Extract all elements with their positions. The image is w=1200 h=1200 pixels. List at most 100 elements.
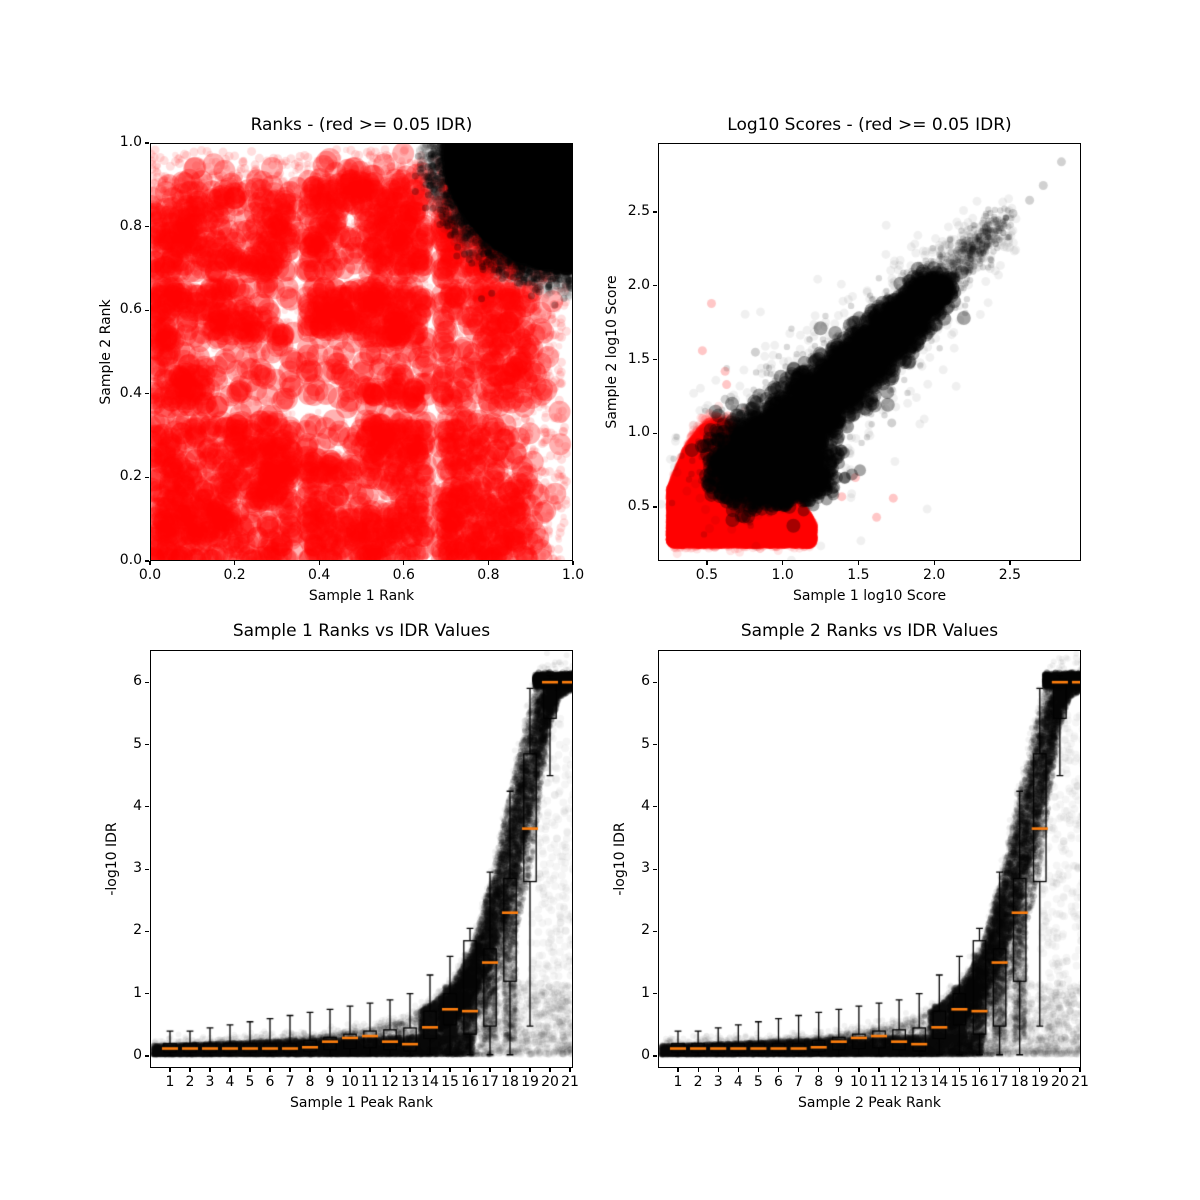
ranks-x-tick-label: 1.0: [561, 567, 585, 583]
sample2_rank_vs_idr-x-tick: [1079, 1068, 1081, 1072]
sample1_rank_vs_idr-x-tick-label: 6: [265, 1074, 275, 1090]
sample2_rank_vs_idr-x-tick-label: 5: [753, 1074, 763, 1090]
ranks-x-tick-label: 0.8: [477, 567, 500, 583]
sample1_rank_vs_idr-x-tick-label: 15: [441, 1074, 459, 1090]
sample2_rank_vs_idr-x-tick-label: 1: [673, 1074, 683, 1090]
sample2_rank_vs_idr-x-tick-label: 8: [814, 1074, 824, 1090]
sample1_rank_vs_idr-x-tick-label: 10: [341, 1074, 359, 1090]
sample1_rank_vs_idr-x-tick: [489, 1068, 491, 1072]
sample1_rank_vs_idr-x-tick-label: 16: [461, 1074, 479, 1090]
sample2_rank_vs_idr-y-tick-label: 0: [641, 1047, 650, 1063]
log10-scores-xaxis-label: Sample 1 log10 Score: [792, 588, 947, 604]
log10_scores-y-tick: [653, 432, 657, 434]
ranks-x-tick-label: 0.2: [223, 567, 246, 583]
sample2_rank_vs_idr-y-tick: [653, 868, 657, 870]
log10_scores-y-tick-label: 2.5: [627, 203, 650, 219]
ranks-y-tick: [145, 226, 149, 228]
log10_scores-x-tick-label: 0.5: [695, 567, 719, 583]
sample2_rank_vs_idr-x-tick-label: 15: [950, 1074, 969, 1090]
sample1_rank_vs_idr-x-tick-label: 11: [361, 1074, 379, 1090]
log10_scores-x-tick: [706, 561, 708, 565]
sample1_rank_vs_idr-x-tick: [209, 1068, 211, 1072]
sample1_rank_vs_idr-y-tick: [145, 743, 149, 746]
ranks-y-tick-label: 0.6: [119, 301, 142, 318]
sample2_rank_vs_idr-x-tick-label: 11: [870, 1074, 888, 1090]
sample1_rank_vs_idr-x-tick: [189, 1068, 191, 1072]
log10-scores-scatter-canvas: [658, 143, 1081, 561]
sample1_rank_vs_idr-x-tick: [309, 1068, 311, 1072]
sample2_rank_vs_idr-x-tick-label: 14: [930, 1074, 949, 1090]
sample2_rank_vs_idr-x-tick-label: 19: [1030, 1074, 1049, 1090]
log10_scores-y-tick-label: 0.5: [627, 498, 650, 514]
sample2_rank_vs_idr-x-tick: [999, 1068, 1001, 1072]
sample1_rank_vs_idr-x-tick-label: 3: [205, 1074, 215, 1090]
sample1_rank_vs_idr-x-tick: [269, 1068, 271, 1072]
log10_scores-y-tick-label: 1.5: [627, 350, 650, 367]
ranks-y-tick-label: 0.4: [119, 384, 142, 401]
log10_scores-y-tick-label: 2.0: [627, 276, 650, 293]
sample1_rank_vs_idr-y-tick: [145, 681, 149, 683]
ranks-y-tick: [145, 142, 149, 144]
sample2_rank_vs_idr-x-tick: [1019, 1068, 1021, 1072]
sample1_rank_vs_idr-x-tick-label: 7: [285, 1074, 295, 1090]
sample1_rank_vs_idr-x-tick-label: 17: [481, 1074, 499, 1090]
sample1_rank_vs_idr-x-tick: [329, 1068, 331, 1072]
sample2_rank_vs_idr-x-tick-label: 18: [1010, 1074, 1029, 1090]
ranks-y-tick: [145, 476, 149, 479]
sample1-rank-idr-xaxis-label: Sample 1 Peak Rank: [290, 1095, 433, 1111]
sample1_rank_vs_idr-x-tick: [229, 1068, 231, 1072]
sample1_rank_vs_idr-x-tick: [569, 1068, 571, 1072]
sample1_rank_vs_idr-y-tick-label: 1: [133, 984, 142, 1001]
log10_scores-y-tick: [653, 285, 657, 287]
ranks-x-tick: [487, 561, 490, 565]
ranks-x-tick-label: 0.4: [308, 567, 331, 583]
sample2_rank_vs_idr-x-tick: [697, 1068, 699, 1072]
sample1_rank_vs_idr-x-tick-label: 2: [185, 1074, 195, 1090]
sample1_rank_vs_idr-y-tick: [145, 930, 149, 933]
sample2_rank_vs_idr-x-tick-label: 3: [713, 1074, 723, 1090]
log10-scores-title: Log10 Scores - (red >= 0.05 IDR): [727, 115, 1012, 135]
sample1-rank-idr-canvas: [150, 650, 573, 1068]
ranks-y-tick: [145, 393, 149, 395]
log10_scores-y-tick: [653, 358, 657, 361]
sample1_rank_vs_idr-x-tick: [289, 1068, 291, 1072]
ranks-y-tick: [145, 560, 149, 562]
sample2_rank_vs_idr-x-tick: [978, 1068, 981, 1072]
sample2-rank-idr-title: Sample 2 Ranks vs IDR Values: [740, 621, 999, 641]
ranks-scatter-canvas: [150, 143, 573, 561]
sample2_rank_vs_idr-y-tick-label: 5: [641, 735, 650, 752]
sample2-rank-idr-yaxis-label: -log10 IDR: [612, 822, 628, 896]
sample2_rank_vs_idr-x-tick: [737, 1068, 739, 1072]
sample1_rank_vs_idr-x-tick-label: 14: [421, 1074, 439, 1090]
sample2_rank_vs_idr-x-tick: [898, 1068, 900, 1072]
log10_scores-x-tick-label: 1.5: [847, 567, 870, 583]
ranks-y-tick-label: 0.0: [119, 552, 142, 568]
log10_scores-x-tick: [1009, 561, 1011, 565]
log10_scores-x-tick: [933, 561, 935, 565]
sample1_rank_vs_idr-x-tick: [449, 1068, 451, 1072]
ranks-x-tick: [403, 561, 405, 565]
sample2_rank_vs_idr-x-tick-label: 13: [910, 1074, 929, 1090]
sample1_rank_vs_idr-x-tick-label: 21: [561, 1074, 579, 1090]
sample1_rank_vs_idr-x-tick: [529, 1068, 531, 1072]
sample2_rank_vs_idr-x-tick: [677, 1068, 679, 1072]
log10_scores-x-tick: [857, 561, 860, 565]
sample1_rank_vs_idr-y-tick-label: 6: [133, 673, 142, 690]
log10_scores-y-tick-label: 1.0: [627, 424, 650, 441]
sample1_rank_vs_idr-x-tick-label: 13: [401, 1074, 419, 1090]
sample1_rank_vs_idr-x-tick-label: 12: [381, 1074, 399, 1090]
sample1_rank_vs_idr-x-tick: [169, 1068, 171, 1072]
ranks-x-tick: [318, 561, 320, 565]
sample2_rank_vs_idr-x-tick-label: 21: [1071, 1074, 1089, 1090]
ranks-x-tick: [234, 561, 236, 565]
log10_scores-x-tick-label: 1.0: [771, 567, 794, 583]
sample1_rank_vs_idr-y-tick: [145, 806, 149, 808]
ranks-y-tick: [145, 309, 149, 311]
sample1_rank_vs_idr-x-tick: [549, 1068, 551, 1072]
sample1_rank_vs_idr-x-tick-label: 18: [501, 1074, 519, 1090]
sample2_rank_vs_idr-x-tick: [858, 1068, 860, 1072]
sample1_rank_vs_idr-x-tick: [509, 1068, 511, 1072]
sample1_rank_vs_idr-x-tick: [369, 1068, 371, 1072]
ranks-x-tick: [149, 561, 151, 565]
